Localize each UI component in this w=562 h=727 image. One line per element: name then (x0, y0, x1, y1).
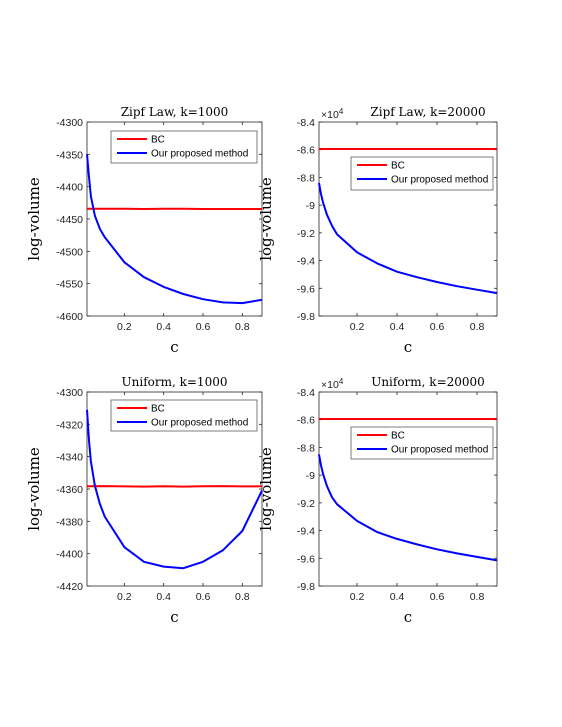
x-tick-label: 0.2 (117, 321, 132, 333)
y-axis-multiplier: ×104 (321, 107, 344, 121)
y-tick-label: -4380 (56, 516, 83, 528)
x-tick-label: 0.6 (196, 591, 211, 603)
y-tick-label: -9.8 (297, 311, 315, 323)
x-axis-label: c (404, 608, 412, 626)
y-tick-label: -4550 (56, 279, 83, 291)
series-line-proposed (86, 409, 263, 570)
series-line-bc (86, 485, 263, 488)
chart-panel-3: 0.2 0.4 0.6 0.8 -4420 -4400 -4380 -4360 -4340 -43… (25, 375, 263, 626)
y-tick-label: -4420 (56, 581, 83, 593)
x-tick-label: 0.4 (390, 591, 405, 603)
series-line-proposed (86, 154, 263, 305)
x-tick-label: 0.2 (350, 591, 365, 603)
chart-title: Uniform, k=1000 (122, 375, 228, 389)
legend-label: BC (391, 431, 405, 442)
x-tick-label: 0.6 (196, 321, 211, 333)
y-tick-label: -8.6 (297, 145, 315, 157)
y-tick-label: -4450 (56, 214, 83, 226)
plot-area (318, 391, 498, 587)
y-tick-label: -4360 (56, 484, 83, 496)
legend-box (110, 130, 258, 164)
y-tick-label: -9.6 (297, 283, 315, 295)
y-tick-label: -8.8 (297, 442, 315, 454)
x-axis-label: c (170, 608, 178, 626)
legend-label: Our proposed method (391, 445, 488, 456)
y-tick-label: -4300 (56, 387, 83, 399)
y-tick-label: -9.2 (297, 498, 315, 510)
legend-box (350, 156, 494, 191)
chart-panel-2: 0.2 0.4 0.6 0.8 -9.8 -9.6 -9.4 -9.2 -9 -8.8 -8.6 -8… (257, 105, 498, 356)
legend-label: Our proposed method (151, 149, 248, 160)
series-line-proposed (318, 454, 498, 562)
legend-label: Our proposed method (151, 418, 248, 429)
x-tick-label: 0.2 (350, 321, 365, 333)
series-line-proposed (318, 182, 498, 295)
legend: BC Our proposed method (110, 399, 258, 432)
y-tick-label: -8.4 (297, 117, 315, 129)
y-tick-label: -4600 (56, 311, 83, 323)
y-tick-label: -4500 (56, 246, 83, 258)
legend: BC Our proposed method (350, 156, 494, 191)
y-axis-multiplier: ×104 (321, 377, 344, 391)
chart-panel-4: 0.2 0.4 0.6 0.8 -9.8 -9.6 -9.4 -9.2 -9 -8.8 -8.6 -8… (257, 375, 498, 626)
y-tick-label: -9.2 (297, 228, 315, 240)
y-tick-label: -9 (306, 200, 315, 212)
x-axis-label: c (170, 338, 178, 356)
chart-panel-1: 0.2 0.4 0.6 0.8 -4600 -4550 -4500 -4450 -4400 -43… (25, 105, 263, 356)
x-tick-label: 0.8 (470, 321, 485, 333)
y-tick-label: -4320 (56, 419, 83, 431)
x-tick-label: 0.4 (390, 321, 405, 333)
chart-title: Zipf Law, k=1000 (121, 105, 229, 119)
legend-label: BC (151, 135, 165, 146)
y-tick-label: -8.8 (297, 172, 315, 184)
y-tick-label: -9.4 (297, 256, 315, 268)
y-tick-label: -4300 (56, 117, 83, 129)
legend: BC Our proposed method (110, 130, 258, 164)
chart-title: Zipf Law, k=20000 (370, 105, 485, 119)
x-tick-label: 0.8 (235, 591, 250, 603)
y-axis-label: log-volume (257, 177, 275, 261)
x-tick-label: 0.8 (470, 591, 485, 603)
y-tick-label: -8.6 (297, 415, 315, 427)
y-tick-label: -8.4 (297, 387, 315, 399)
y-axis-label: log-volume (25, 447, 43, 531)
y-axis-label: log-volume (257, 447, 275, 531)
x-tick-label: 0.8 (235, 321, 250, 333)
plot-area (318, 121, 498, 317)
y-tick-label: -9.4 (297, 526, 315, 538)
legend: BC Our proposed method (350, 426, 494, 460)
y-tick-label: -4400 (56, 182, 83, 194)
x-tick-label: 0.4 (156, 321, 171, 333)
y-tick-label: -4340 (56, 452, 83, 464)
y-tick-label: -9 (306, 470, 315, 482)
y-tick-label: -9.8 (297, 581, 315, 593)
x-axis-label: c (404, 338, 412, 356)
x-tick-label: 0.6 (430, 591, 445, 603)
legend-label: BC (151, 404, 165, 415)
x-tick-label: 0.4 (156, 591, 171, 603)
y-tick-label: -9.6 (297, 553, 315, 565)
y-tick-label: -4400 (56, 549, 83, 561)
legend-box (350, 426, 494, 460)
x-tick-label: 0.2 (117, 591, 132, 603)
legend-label: Our proposed method (391, 175, 488, 186)
y-axis-label: log-volume (25, 177, 43, 261)
legend-label: BC (391, 161, 405, 172)
y-tick-label: -4350 (56, 149, 83, 161)
legend-box (110, 399, 258, 432)
x-tick-label: 0.6 (430, 321, 445, 333)
chart-title: Uniform, k=20000 (371, 375, 485, 389)
